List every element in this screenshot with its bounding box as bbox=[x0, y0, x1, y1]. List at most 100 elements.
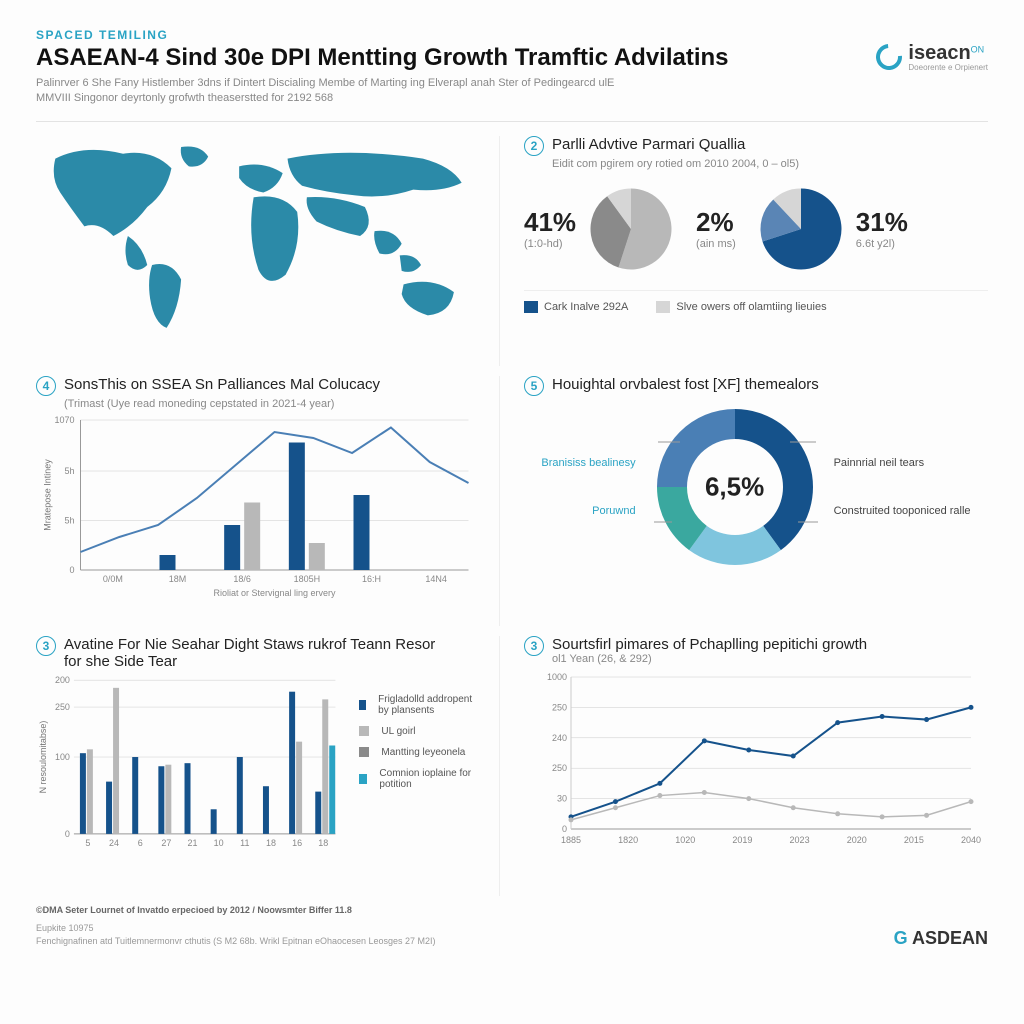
panel-number-5: 5 bbox=[524, 376, 544, 396]
panel-number-2: 2 bbox=[524, 136, 544, 156]
svg-text:10: 10 bbox=[214, 838, 224, 848]
legend-item: Slve owers off olamtiing lieuies bbox=[656, 301, 826, 313]
grouped-bar-chart: 0 100 250 200 5 24 6 27 21 10 11 18 16 18 N resoulomit… bbox=[36, 674, 345, 864]
footer-source: ©DMA Seter Lournet of Invatdo erpecioed … bbox=[36, 904, 988, 917]
svg-text:1070: 1070 bbox=[54, 415, 74, 425]
legend-item: Comnion ioplaine for potition bbox=[359, 768, 481, 790]
panel-4-subtitle: (Trimast (Uye read moneding cepstated in… bbox=[64, 398, 481, 410]
stat-mid-sub: (ain ms) bbox=[696, 238, 736, 250]
panel-4-title: SonsThis on SSEA Sn Palliances Mal Coluc… bbox=[64, 376, 380, 393]
line-chart: 0 30 250 240 250 1000 1885 1820 1020 2019 2023 2020… bbox=[524, 669, 988, 859]
svg-text:16: 16 bbox=[292, 838, 302, 848]
donut-chart: 6,5% bbox=[650, 402, 820, 572]
donut-label: Construited tooponiced ralle bbox=[834, 505, 971, 517]
donut-labels-left: Branisiss bealinesy Poruwnd bbox=[541, 457, 635, 517]
panel-2-title: Parlli Advtive Parmari Quallia bbox=[552, 136, 745, 153]
panel-3-title: Avatine For Nie Seahar Dight Staws rukro… bbox=[64, 636, 444, 670]
legend-item: UL goirl bbox=[359, 726, 481, 737]
donut-center-value: 6,5% bbox=[705, 471, 764, 502]
svg-text:24: 24 bbox=[109, 838, 119, 848]
world-map bbox=[36, 136, 481, 336]
pie-legend: Cark Inalve 292A Slve owers off olamtiing… bbox=[524, 290, 988, 313]
panel-6-subtitle: ol1 Yean (26, & 292) bbox=[552, 653, 867, 665]
svg-text:6: 6 bbox=[138, 838, 143, 848]
svg-text:250: 250 bbox=[552, 702, 567, 712]
header: SPACED TEMILING ASAEAN-4 Sind 30e DPI Me… bbox=[36, 28, 988, 107]
logo-ring-icon bbox=[871, 39, 908, 76]
donut-label: Poruwnd bbox=[541, 505, 635, 517]
svg-text:1820: 1820 bbox=[618, 835, 638, 845]
svg-text:5h: 5h bbox=[64, 466, 74, 476]
svg-text:2040: 2040 bbox=[961, 835, 981, 845]
panel-2-subtitle: Eidit com pgirem ory rotied om 2010 2004… bbox=[552, 158, 988, 170]
eyebrow: SPACED TEMILING bbox=[36, 28, 988, 42]
svg-text:0: 0 bbox=[562, 824, 567, 834]
panel-pies: 2 Parlli Advtive Parmari Quallia Eidit c… bbox=[524, 136, 988, 366]
footer-brand-text: ASDEAN bbox=[912, 928, 988, 948]
panel-line-chart: 3 Sourtsfirl pimares of Pchaplling pepit… bbox=[524, 636, 988, 896]
svg-text:1885: 1885 bbox=[561, 835, 581, 845]
stat-left-sub: (1:0-hd) bbox=[524, 238, 576, 250]
svg-text:18: 18 bbox=[266, 838, 276, 848]
content-grid: 2 Parlli Advtive Parmari Quallia Eidit c… bbox=[36, 121, 988, 896]
svg-text:21: 21 bbox=[188, 838, 198, 848]
svg-text:1000: 1000 bbox=[547, 672, 567, 682]
svg-text:5: 5 bbox=[85, 838, 90, 848]
logo-tagline: Doeorente e Orpienert bbox=[908, 63, 988, 72]
legend-item: Frigladolld addropent by plansents bbox=[359, 694, 481, 716]
logo-superscript: ON bbox=[971, 45, 985, 55]
panel-donut: 5 Houightal orvbalest fost [XF] themealo… bbox=[524, 376, 988, 626]
panel-number-6: 3 bbox=[524, 636, 544, 656]
svg-text:14N4: 14N4 bbox=[425, 574, 447, 584]
svg-text:11: 11 bbox=[240, 838, 249, 848]
svg-text:2015: 2015 bbox=[904, 835, 924, 845]
legend-item: Mantting leyeonela bbox=[359, 747, 481, 758]
svg-text:0/0M: 0/0M bbox=[103, 574, 123, 584]
svg-text:27: 27 bbox=[161, 838, 171, 848]
svg-text:1805H: 1805H bbox=[294, 574, 321, 584]
pie-chart-left bbox=[586, 184, 676, 274]
donut-label: Branisiss bealinesy bbox=[541, 457, 635, 469]
pie-chart-right bbox=[756, 184, 846, 274]
footer-brand-prefix: G bbox=[894, 928, 912, 948]
panel-grouped-bars: 3 Avatine For Nie Seahar Dight Staws ruk… bbox=[36, 636, 500, 896]
svg-text:5h: 5h bbox=[64, 515, 74, 525]
svg-text:16:H: 16:H bbox=[362, 574, 381, 584]
donut-label: Painnrial neil tears bbox=[834, 457, 971, 469]
donut-labels-right: Painnrial neil tears Construited tooponic… bbox=[834, 457, 971, 517]
svg-text:1020: 1020 bbox=[675, 835, 695, 845]
page-subtitle: Palinrver 6 She Fany Histlember 3dns if … bbox=[36, 76, 636, 107]
grouped-bar-legend: Frigladolld addropent by plansents UL goi… bbox=[359, 694, 481, 864]
svg-text:200: 200 bbox=[55, 675, 70, 685]
logo-text: iseacn bbox=[908, 42, 970, 64]
svg-text:30: 30 bbox=[557, 793, 567, 803]
panel-world-map bbox=[36, 136, 500, 366]
panel-number-3: 3 bbox=[36, 636, 56, 656]
svg-text:2019: 2019 bbox=[732, 835, 752, 845]
panel-number-4: 4 bbox=[36, 376, 56, 396]
panel-6-title: Sourtsfirl pimares of Pchaplling pepitic… bbox=[552, 636, 867, 653]
stat-right-pct: 31% bbox=[856, 207, 908, 238]
svg-text:0: 0 bbox=[69, 565, 74, 575]
svg-text:Mratepose Intiney: Mratepose Intiney bbox=[43, 459, 53, 531]
svg-text:250: 250 bbox=[552, 763, 567, 773]
svg-text:18M: 18M bbox=[169, 574, 187, 584]
panel-5-title: Houightal orvbalest fost [XF] themealors bbox=[552, 376, 819, 393]
svg-text:2020: 2020 bbox=[847, 835, 867, 845]
svg-text:240: 240 bbox=[552, 733, 567, 743]
svg-text:2023: 2023 bbox=[790, 835, 810, 845]
brand-logo: iseacnON Doeorente e Orpienert bbox=[876, 42, 988, 72]
svg-text:0: 0 bbox=[65, 829, 70, 839]
svg-text:N resoulomitabse): N resoulomitabse) bbox=[38, 720, 48, 793]
page-title: ASAEAN-4 Sind 30e DPI Mentting Growth Tr… bbox=[36, 44, 988, 72]
panel-combo-chart: 4 SonsThis on SSEA Sn Palliances Mal Col… bbox=[36, 376, 500, 626]
legend-item: Cark Inalve 292A bbox=[524, 301, 628, 313]
stat-left-pct: 41% bbox=[524, 207, 576, 238]
stat-mid-pct: 2% bbox=[696, 207, 736, 238]
svg-text:18/6: 18/6 bbox=[233, 574, 251, 584]
svg-text:18: 18 bbox=[318, 838, 328, 848]
svg-text:100: 100 bbox=[55, 752, 70, 762]
stat-right-sub: 6.6t y2l) bbox=[856, 238, 908, 250]
svg-text:250: 250 bbox=[55, 702, 70, 712]
svg-text:Rioliat or Stervignal ling erv: Rioliat or Stervignal ling ervery bbox=[213, 588, 336, 598]
